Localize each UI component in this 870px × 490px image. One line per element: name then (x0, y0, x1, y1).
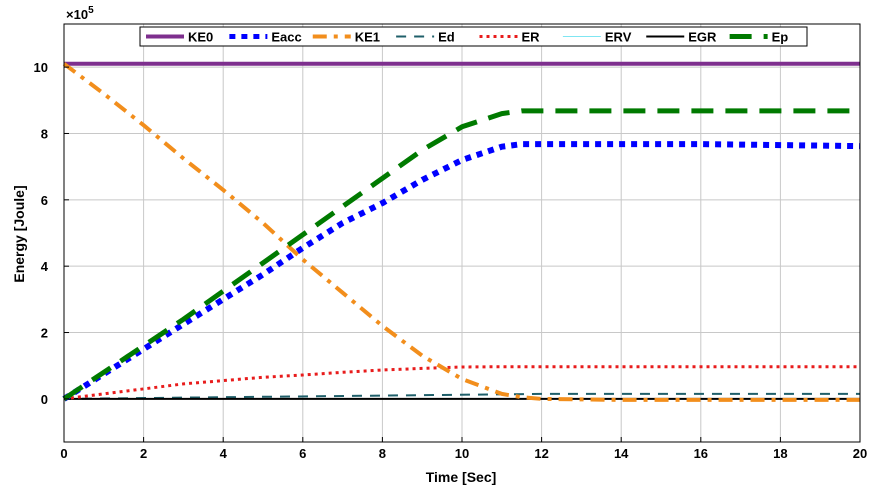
legend-label-erv: ERV (605, 30, 632, 45)
legend-label-ke0: KE0 (188, 30, 213, 45)
y-exponent-label: ×105 (66, 5, 94, 22)
y-tick-label: 0 (41, 392, 48, 407)
series-line-eacc (62, 141, 861, 402)
y-axis-label: Energy [Joule] (11, 185, 27, 282)
x-tick-label: 8 (379, 446, 386, 461)
x-tick-label: 16 (694, 446, 708, 461)
legend: KE0 Eacc KE1 Ed ER ERV EGR Ep (139, 26, 808, 47)
x-axis-label: Time [Sec] (426, 469, 497, 485)
legend-label-egr: EGR (688, 30, 717, 45)
x-tick-label: 10 (455, 446, 469, 461)
series-layer (62, 61, 861, 402)
x-tick-label: 12 (534, 446, 548, 461)
y-tick-label: 8 (41, 126, 48, 141)
series-line-ed (63, 392, 860, 400)
x-tick-label: 4 (220, 446, 228, 461)
series-line-er (63, 365, 860, 401)
series-line-ke1 (62, 62, 860, 402)
legend-label-ep: Ep (772, 30, 789, 45)
x-tick-label: 0 (60, 446, 67, 461)
legend-label-ke1: KE1 (355, 30, 380, 45)
x-tick-label: 2 (140, 446, 147, 461)
legend-label-ed: Ed (438, 30, 455, 45)
legend-label-er: ER (522, 30, 541, 45)
x-tick-label: 18 (773, 446, 787, 461)
series-line-ep (62, 108, 860, 401)
x-tick-label: 20 (853, 446, 867, 461)
x-tick-label: 14 (614, 446, 629, 461)
legend-label-eacc: Eacc (271, 30, 301, 45)
y-tick-label: 4 (41, 259, 49, 274)
legend-box (139, 26, 808, 47)
axis-ticks: 0 2 4 6 8 10 12 14 16 18 20 0 2 4 6 8 10 (34, 60, 868, 461)
y-tick-label: 10 (34, 60, 48, 75)
y-tick-label: 2 (41, 326, 48, 341)
y-tick-label: 6 (41, 193, 48, 208)
x-tick-label: 6 (299, 446, 306, 461)
